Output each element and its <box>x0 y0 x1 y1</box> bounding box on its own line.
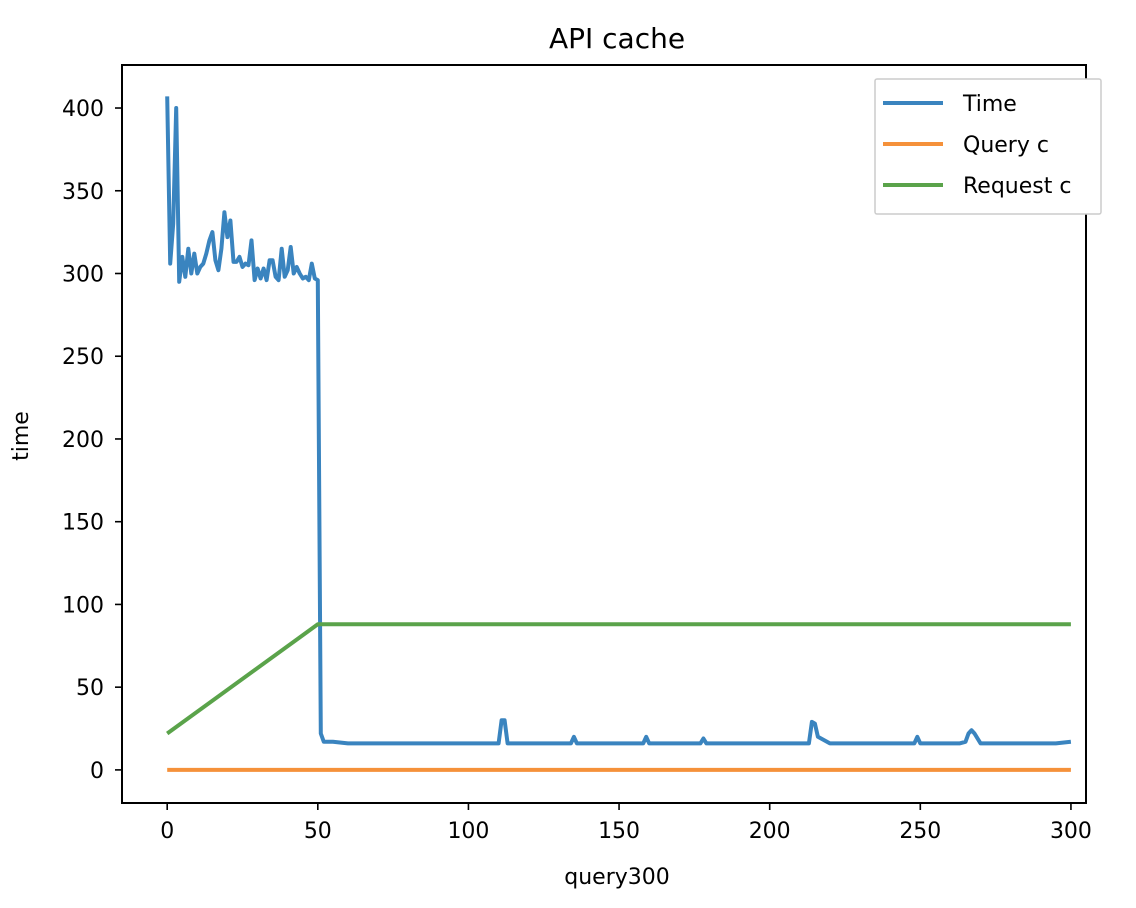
y-tick-label: 400 <box>62 97 104 122</box>
y-axis: 0 50 100 150 200 250 300 350 400 <box>62 97 122 784</box>
x-tick-label: 0 <box>160 819 174 844</box>
y-axis-label: time <box>9 411 34 461</box>
legend-label-request-c: Request c <box>963 174 1071 199</box>
legend-label-query-c: Query c <box>963 133 1049 158</box>
chart-title: API cache <box>549 22 685 55</box>
series-line-request-c <box>166 622 1071 736</box>
x-tick-label: 200 <box>749 819 791 844</box>
series-line-time <box>165 96 1072 746</box>
x-tick-label: 150 <box>598 819 640 844</box>
y-tick-label: 250 <box>62 345 104 370</box>
y-tick-label: 50 <box>76 676 104 701</box>
y-tick-label: 300 <box>62 262 104 287</box>
x-tick-label: 300 <box>1050 819 1092 844</box>
legend-label-time: Time <box>962 92 1017 117</box>
y-tick-label: 0 <box>90 759 104 784</box>
x-tick-label: 250 <box>899 819 941 844</box>
y-tick-label: 200 <box>62 428 104 453</box>
x-axis-label: query300 <box>564 865 670 890</box>
y-tick-label: 350 <box>62 180 104 205</box>
legend: Time Query c Request c <box>874 78 1102 215</box>
legend-box <box>874 78 1102 215</box>
y-tick-label: 150 <box>62 511 104 536</box>
plot-area-frame <box>121 64 1087 804</box>
x-axis: 0 50 100 150 200 250 300 <box>160 803 1092 844</box>
series-layer <box>165 96 1072 772</box>
x-tick-label: 100 <box>447 819 489 844</box>
x-tick-label: 50 <box>304 819 332 844</box>
y-tick-label: 100 <box>62 593 104 618</box>
